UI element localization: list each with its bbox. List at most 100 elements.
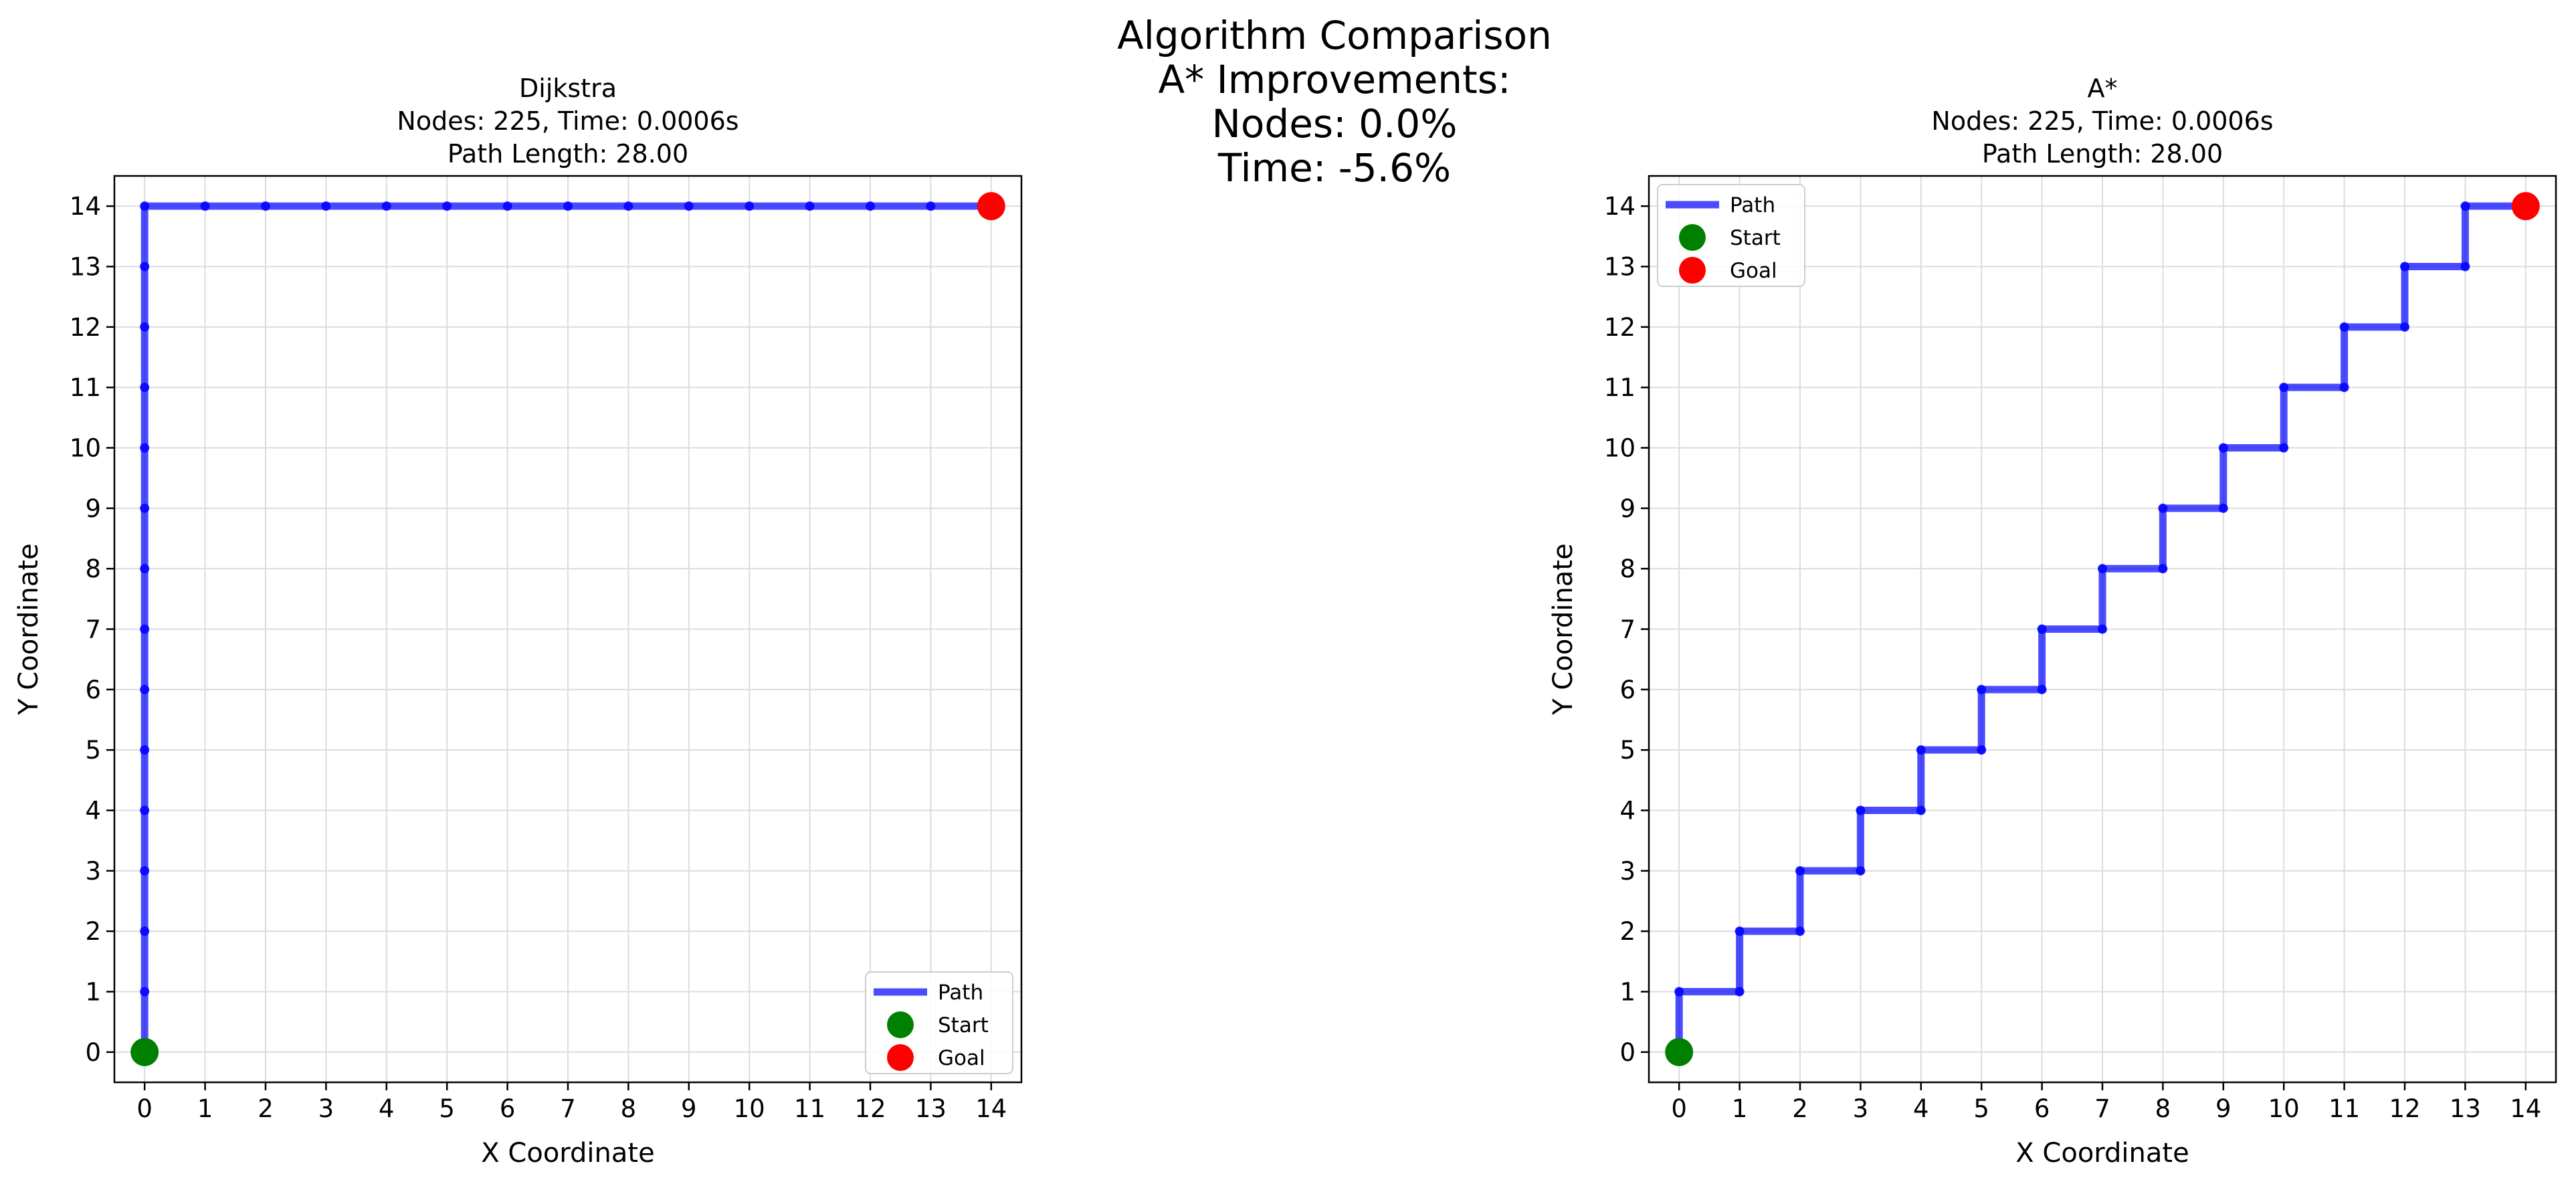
x-tick-label: 12 [2389, 1094, 2420, 1123]
suptitle-line-3: Nodes: 0.0% [1212, 101, 1458, 146]
y-tick-label: 14 [1604, 192, 1636, 221]
x-tick-label: 14 [2510, 1094, 2541, 1123]
y-tick-label: 9 [85, 494, 101, 523]
path-point [2400, 322, 2409, 332]
x-tick-label: 3 [318, 1094, 334, 1123]
y-tick-label: 3 [1619, 857, 1636, 886]
legend-start-swatch [887, 1011, 914, 1038]
path-point [2339, 383, 2349, 393]
panel-title-line-2: Nodes: 225, Time: 0.0006s [1931, 106, 2273, 136]
x-tick-label: 6 [500, 1094, 516, 1123]
path-point [381, 201, 391, 211]
x-tick-label: 13 [915, 1094, 947, 1123]
path-point [684, 201, 694, 211]
path-point [1977, 745, 1987, 755]
path-point [140, 866, 150, 876]
x-tick-label: 2 [1792, 1094, 1808, 1123]
legend: Path Start Goal [1657, 184, 1805, 287]
legend: Path Start Goal [865, 971, 1013, 1074]
y-tick-label: 5 [85, 736, 101, 765]
path-point [442, 201, 452, 211]
path-point [2158, 564, 2168, 574]
path-point [2279, 383, 2289, 393]
x-axis-label: X Coordinate [2015, 1138, 2189, 1169]
path-point [805, 201, 815, 211]
path-point [140, 684, 150, 694]
path-point [321, 201, 331, 211]
path-point [2218, 443, 2228, 453]
path-point [745, 201, 755, 211]
x-tick-label: 14 [975, 1094, 1007, 1123]
suptitle-line-4: Time: -5.6% [1217, 145, 1451, 191]
x-tick-label: 7 [2094, 1094, 2110, 1123]
path-point [140, 987, 150, 997]
path-point [623, 201, 633, 211]
legend-label-path: Path [1730, 193, 1775, 217]
goal-marker [977, 192, 1005, 221]
x-tick-label: 8 [2155, 1094, 2171, 1123]
path-point [2400, 262, 2409, 272]
path-point [926, 201, 936, 211]
suptitle-line-2: A* Improvements: [1158, 57, 1510, 102]
x-tick-label: 1 [1732, 1094, 1748, 1123]
path-point [502, 201, 512, 211]
y-tick-label: 5 [1619, 736, 1636, 765]
y-tick-label: 1 [1619, 978, 1636, 1007]
legend-label-start: Start [1730, 226, 1781, 250]
y-tick-label: 4 [1619, 797, 1636, 825]
goal-marker [2511, 192, 2540, 221]
y-tick-label: 8 [1619, 555, 1636, 583]
y-tick-label: 7 [85, 615, 101, 644]
path-point [2279, 443, 2289, 453]
x-tick-label: 11 [2329, 1094, 2360, 1123]
path-point [1735, 987, 1745, 997]
x-tick-label: 10 [734, 1094, 765, 1123]
path-point [1856, 805, 1866, 815]
path-point [140, 805, 150, 815]
x-tick-label: 0 [136, 1094, 153, 1123]
y-tick-label: 0 [85, 1038, 101, 1067]
path-point [2460, 201, 2470, 211]
x-tick-label: 8 [621, 1094, 637, 1123]
y-tick-label: 14 [70, 192, 101, 221]
panel-title-line-2: Nodes: 225, Time: 0.0006s [397, 106, 738, 136]
path-point [200, 201, 210, 211]
legend-goal-swatch [1679, 257, 1706, 284]
x-tick-label: 0 [1671, 1094, 1687, 1123]
x-tick-label: 5 [1973, 1094, 1989, 1123]
path-point [140, 624, 150, 634]
path-point [2158, 503, 2168, 513]
path-point [1916, 745, 1926, 755]
y-tick-label: 3 [85, 857, 101, 886]
start-marker [130, 1037, 159, 1066]
x-tick-label: 13 [2450, 1094, 2481, 1123]
x-tick-label: 2 [258, 1094, 274, 1123]
y-tick-label: 13 [1604, 253, 1636, 282]
panel-title-line-1: A* [2088, 74, 2118, 103]
y-tick-label: 8 [85, 555, 101, 583]
path-point [2037, 624, 2047, 634]
y-tick-label: 6 [85, 676, 101, 704]
y-tick-label: 7 [1619, 615, 1636, 644]
path-point [140, 564, 150, 574]
start-marker [1665, 1037, 1694, 1066]
plot-frame [113, 175, 1023, 1084]
y-tick-label: 2 [85, 917, 101, 946]
path-point [1795, 926, 1805, 936]
path-point [563, 201, 573, 211]
path-point [2098, 564, 2107, 574]
x-tick-label: 9 [681, 1094, 697, 1123]
suptitle-line-1: Algorithm Comparison [1117, 13, 1552, 58]
x-tick-label: 6 [2034, 1094, 2050, 1123]
path-point [1795, 866, 1805, 876]
y-tick-label: 11 [70, 373, 101, 402]
y-tick-label: 9 [1619, 494, 1636, 523]
path-point [1674, 987, 1684, 997]
legend-start-swatch [1679, 224, 1706, 251]
x-tick-label: 12 [854, 1094, 886, 1123]
legend-label-goal: Goal [1730, 259, 1777, 283]
y-tick-label: 6 [1619, 676, 1636, 704]
y-axis-label: Y Coordinate [13, 543, 44, 715]
